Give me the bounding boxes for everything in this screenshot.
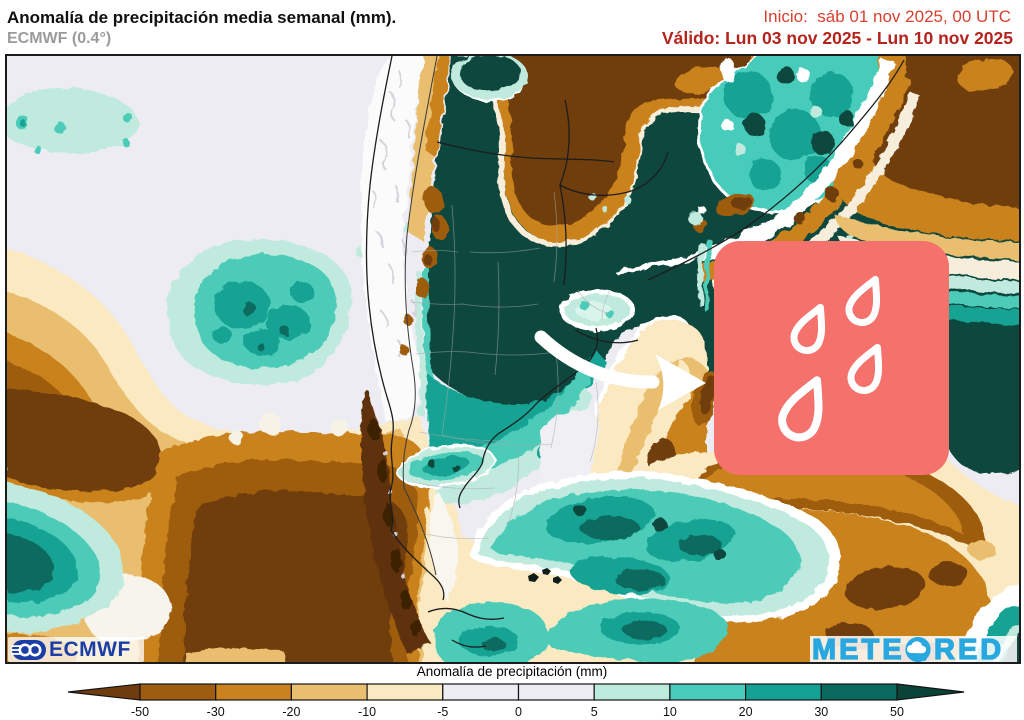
svg-text:RED: RED: [934, 637, 1004, 662]
svg-text:10: 10: [663, 705, 677, 719]
svg-text:20: 20: [739, 705, 753, 719]
svg-text:-5: -5: [437, 705, 448, 719]
svg-text:5: 5: [591, 705, 598, 719]
svg-text:50: 50: [890, 705, 904, 719]
svg-text:-50: -50: [131, 705, 149, 719]
svg-text:-20: -20: [282, 705, 300, 719]
svg-text:-30: -30: [207, 705, 225, 719]
svg-text:0: 0: [515, 705, 522, 719]
svg-text:-10: -10: [358, 705, 376, 719]
svg-text:30: 30: [814, 705, 828, 719]
svg-text:METE: METE: [812, 637, 905, 662]
